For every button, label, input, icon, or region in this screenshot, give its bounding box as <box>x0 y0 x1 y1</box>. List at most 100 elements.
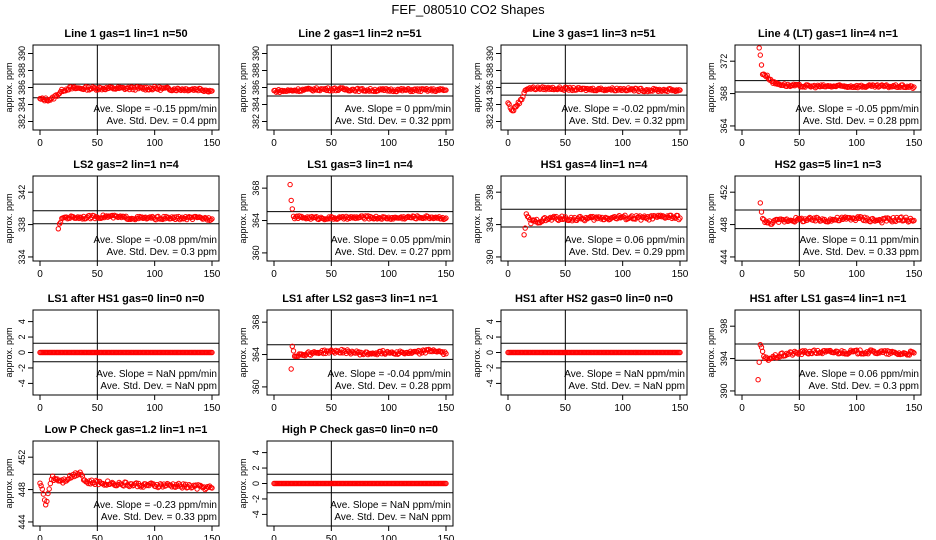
y-tick-label: 4 <box>17 319 27 324</box>
y-tick-label: -2 <box>485 364 495 372</box>
y-axis-label: approx. ppm <box>706 193 716 243</box>
plot-frame <box>32 175 220 262</box>
data-point <box>586 215 593 221</box>
y-tick-label: 360 <box>251 245 261 260</box>
data-point <box>327 348 333 354</box>
y-tick-label: 360 <box>251 379 261 394</box>
panel-title: LS2 gas=2 lin=1 n=4 <box>73 159 179 171</box>
data-point <box>911 84 917 90</box>
data-point <box>39 486 45 492</box>
y-tick-label: 4 <box>485 319 495 324</box>
x-tick-label: 100 <box>614 269 631 280</box>
panel-title: HS1 after HS2 gas=0 lin=0 n=0 <box>515 293 673 305</box>
x-tick-label: 50 <box>92 403 104 414</box>
panel-title: Line 1 gas=1 lin=1 n=50 <box>64 28 187 40</box>
y-axis-label: approx. ppm <box>238 327 248 377</box>
y-tick-label: -4 <box>17 379 27 387</box>
x-tick-label: 100 <box>146 403 163 414</box>
panel-14: High P Check gas=0 lin=0 n=0 0 50 100 150 -4 -… <box>238 424 455 540</box>
x-tick-label: 100 <box>146 138 163 149</box>
data-point <box>550 214 556 221</box>
y-tick-label: 398 <box>719 319 729 334</box>
data-point <box>178 215 184 222</box>
panel-title: High P Check gas=0 lin=0 n=0 <box>282 424 438 436</box>
sd-annotation: Ave. Std. Dev. = NaN ppm <box>334 512 451 523</box>
panel-3: Line 3 gas=1 lin=3 n=51 0 50 100 150 382 384 38… <box>472 28 689 149</box>
data-point <box>872 218 878 224</box>
data-point <box>758 62 765 68</box>
y-tick-label: 372 <box>719 54 729 69</box>
x-tick-label: 50 <box>326 138 338 149</box>
y-tick-label: 394 <box>485 217 495 232</box>
x-tick-label: 100 <box>146 534 163 540</box>
x-tick-label: 150 <box>906 403 923 414</box>
x-tick-label: 0 <box>271 534 277 540</box>
data-point <box>288 366 294 372</box>
sd-annotation: Ave. Std. Dev. = 0.28 ppm <box>803 116 919 127</box>
x-tick-label: 150 <box>672 403 689 414</box>
data-point <box>55 226 61 232</box>
data-point <box>645 214 651 220</box>
x-tick-label: 0 <box>505 269 511 280</box>
data-point <box>386 87 392 93</box>
y-tick-label: 390 <box>485 249 495 264</box>
x-tick-label: 150 <box>672 138 689 149</box>
panel-2: Line 2 gas=1 lin=2 n=51 0 50 100 150 382 384 38… <box>238 28 455 149</box>
y-tick-label: 388 <box>17 63 27 78</box>
y-tick-label: 452 <box>719 185 729 200</box>
data-point <box>148 215 154 221</box>
slope-annotation: Ave. Slope = 0.06 ppm/min <box>565 235 685 246</box>
data-point <box>289 206 295 212</box>
y-axis-label: approx. ppm <box>238 193 248 243</box>
data-point <box>290 348 297 354</box>
data-point <box>519 96 525 103</box>
y-tick-label: 390 <box>485 46 495 61</box>
sd-annotation: Ave. Std. Dev. = NaN ppm <box>568 381 685 392</box>
data-point <box>139 214 145 220</box>
y-axis-label: approx. ppm <box>238 62 248 112</box>
data-point <box>84 87 90 93</box>
panel-title: HS2 gas=5 lin=1 n=3 <box>775 159 882 171</box>
data-point <box>759 215 766 222</box>
data-point <box>758 209 765 215</box>
x-tick-label: 0 <box>739 138 745 149</box>
data-point <box>390 88 396 95</box>
y-tick-label: 388 <box>485 63 495 78</box>
data-point <box>114 213 120 219</box>
data-point <box>169 484 175 490</box>
y-tick-label: 398 <box>485 185 495 200</box>
y-tick-label: 0 <box>251 481 261 486</box>
x-tick-label: 100 <box>614 138 631 149</box>
data-point <box>762 219 768 226</box>
sd-annotation: Ave. Std. Dev. = 0.32 ppm <box>335 116 451 127</box>
data-point <box>415 214 422 220</box>
panel-title: HS1 after LS1 gas=4 lin=1 n=1 <box>750 293 907 305</box>
panel-11: HS1 after HS2 gas=0 lin=0 n=0 0 50 100 150 -4… <box>472 293 689 414</box>
x-tick-label: 100 <box>848 269 865 280</box>
x-tick-label: 150 <box>438 403 455 414</box>
x-tick-label: 0 <box>739 269 745 280</box>
sd-annotation: Ave. Std. Dev. = 0.28 ppm <box>335 381 451 392</box>
data-point <box>756 45 762 51</box>
data-point <box>890 215 897 221</box>
y-tick-label: 388 <box>251 63 261 78</box>
data-point <box>764 72 770 79</box>
panel-title: LS1 after LS2 gas=3 lin=1 n=1 <box>282 293 438 305</box>
x-tick-label: 0 <box>37 269 43 280</box>
data-point <box>147 214 153 220</box>
plot-frame <box>734 175 922 262</box>
x-tick-label: 150 <box>906 269 923 280</box>
x-tick-label: 100 <box>848 403 865 414</box>
data-point <box>443 215 449 221</box>
data-point <box>337 350 344 356</box>
y-tick-label: 382 <box>485 114 495 129</box>
x-tick-label: 0 <box>37 534 43 540</box>
data-point <box>910 349 916 355</box>
data-point <box>757 200 763 206</box>
data-point <box>170 87 176 93</box>
data-point <box>813 84 820 90</box>
x-tick-label: 100 <box>380 138 397 149</box>
y-axis-label: approx. ppm <box>472 193 482 243</box>
data-point <box>811 215 817 221</box>
